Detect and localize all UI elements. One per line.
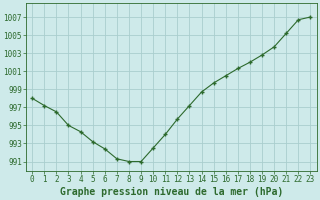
X-axis label: Graphe pression niveau de la mer (hPa): Graphe pression niveau de la mer (hPa) <box>60 186 283 197</box>
